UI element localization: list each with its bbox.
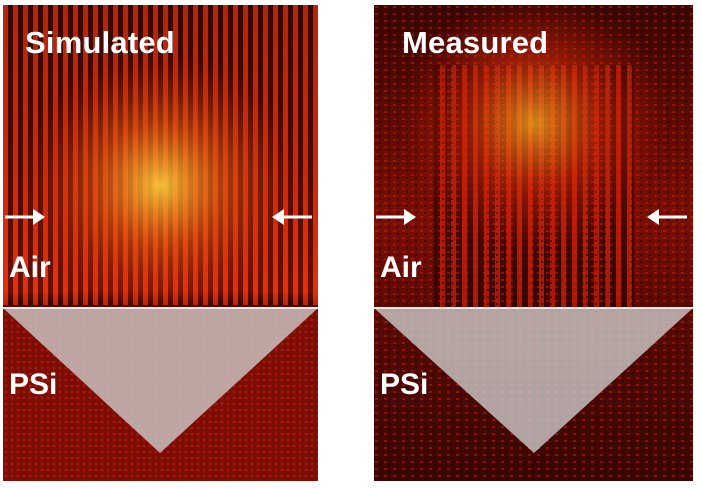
measured-psi-label: PSi bbox=[380, 368, 429, 401]
simulated-psi-label: PSi bbox=[9, 368, 58, 401]
simulated-panel: Simulated Air PSi bbox=[3, 5, 318, 481]
left-arrow-icon bbox=[647, 209, 687, 225]
simulated-title: Simulated bbox=[25, 25, 175, 60]
measured-title: Measured bbox=[402, 25, 549, 60]
measured-panel: Measured Air PSi bbox=[374, 5, 693, 481]
measured-air-label: Air bbox=[380, 251, 422, 284]
left-arrow-icon bbox=[272, 209, 312, 225]
right-arrow-icon bbox=[376, 209, 416, 225]
simulated-field-image bbox=[3, 5, 318, 481]
simulated-air-label: Air bbox=[9, 251, 51, 284]
right-arrow-icon bbox=[5, 209, 45, 225]
measured-field-image bbox=[374, 5, 693, 481]
